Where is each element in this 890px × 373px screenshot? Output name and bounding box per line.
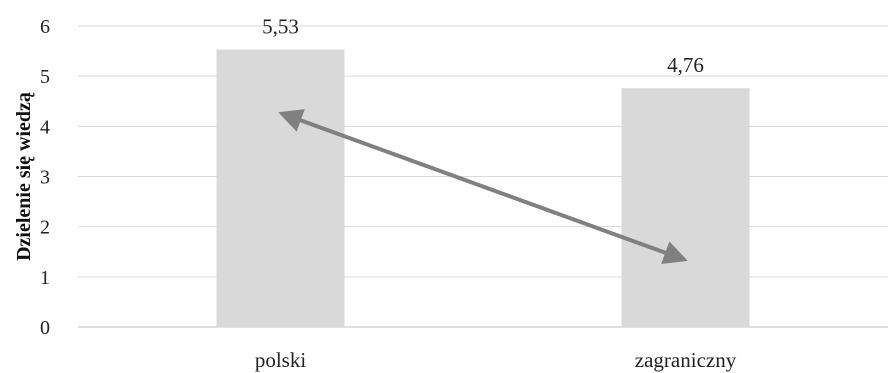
annotation-arrow [278,109,688,264]
y-tick-label-6: 6 [40,16,50,38]
double-arrow [278,109,688,264]
data-labels: 5,53 4,76 [262,15,704,78]
data-label-polski: 5,53 [262,15,299,39]
y-axis-title: Dzielenie się wiedzą [13,92,35,261]
y-tick-label-2: 2 [40,217,50,239]
category-label-zagraniczny: zagraniczny [635,348,737,372]
category-label-polski: polski [255,348,307,372]
bar-zagraniczny [621,88,750,327]
y-tick-label-5: 5 [40,66,50,88]
x-axis-categories: polski zagraniczny [255,348,737,372]
y-axis-ticks: 0 1 2 3 4 5 6 [40,16,50,339]
y-tick-label-0: 0 [40,317,50,339]
y-tick-label-4: 4 [40,116,50,138]
gridlines [78,25,888,328]
data-label-zagraniczny: 4,76 [667,53,704,77]
y-tick-label-1: 1 [40,267,50,289]
y-tick-label-3: 3 [40,167,50,189]
bar-polski [216,49,345,327]
